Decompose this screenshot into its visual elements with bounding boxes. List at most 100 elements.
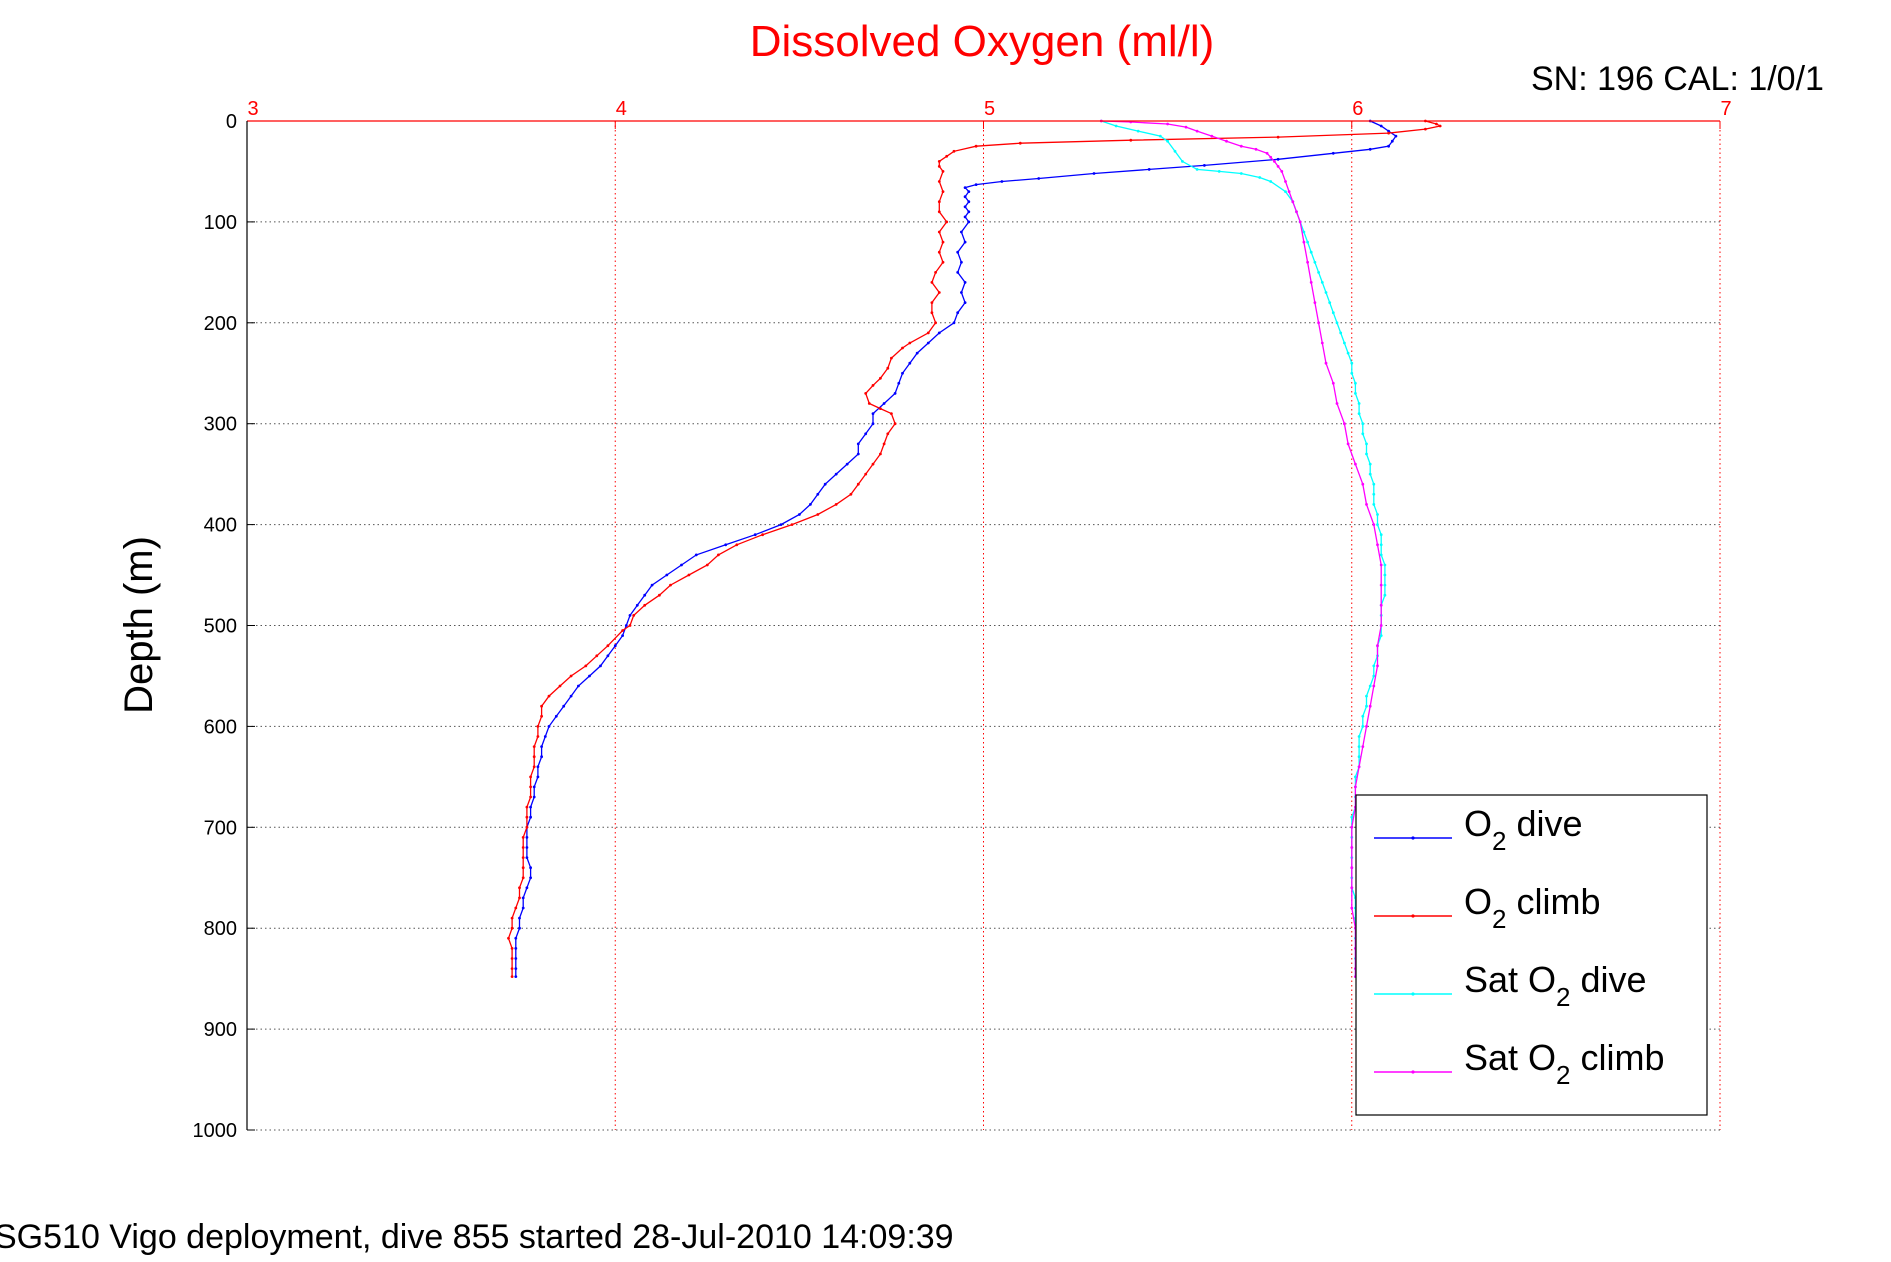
data-point	[525, 825, 529, 829]
data-point	[1114, 124, 1118, 128]
data-point	[687, 573, 691, 577]
data-point	[1254, 147, 1258, 151]
data-point	[621, 629, 624, 632]
data-point	[569, 674, 573, 678]
data-point	[510, 975, 514, 978]
data-point	[525, 856, 529, 859]
data-point	[1166, 139, 1169, 143]
data-point	[529, 876, 532, 880]
data-point	[1195, 129, 1199, 133]
data-point	[1350, 361, 1354, 365]
data-point	[532, 765, 536, 769]
data-point	[680, 563, 683, 567]
data-point	[650, 583, 654, 587]
data-point	[952, 321, 956, 325]
data-point	[937, 250, 941, 254]
data-point	[1365, 442, 1368, 446]
data-point	[588, 674, 591, 678]
legend-label-main: Sat O	[1464, 1037, 1556, 1078]
x-tick-label: 3	[247, 98, 258, 120]
data-point	[1387, 144, 1390, 148]
data-point	[1372, 482, 1376, 486]
data-point	[941, 260, 945, 264]
data-point	[1379, 563, 1383, 567]
data-point	[1354, 462, 1357, 466]
data-point	[1368, 684, 1372, 688]
data-point	[1309, 281, 1313, 284]
data-point	[937, 291, 941, 294]
data-point	[1343, 422, 1346, 426]
data-point	[1379, 124, 1383, 128]
data-point	[1372, 664, 1376, 668]
data-point	[937, 180, 941, 183]
data-point	[893, 392, 897, 395]
data-point	[577, 684, 580, 688]
data-point	[595, 654, 599, 658]
data-point	[529, 775, 532, 779]
data-point	[543, 735, 547, 738]
data-point	[890, 412, 893, 415]
data-point	[1306, 240, 1309, 244]
data-point	[871, 462, 875, 466]
data-point	[1387, 131, 1390, 135]
data-point	[864, 472, 868, 476]
data-point	[521, 856, 525, 859]
data-point	[518, 926, 521, 930]
data-point	[1350, 371, 1354, 375]
data-point	[540, 704, 543, 708]
data-point	[1376, 543, 1379, 547]
data-point	[753, 533, 757, 537]
legend-label-main: O	[1464, 803, 1492, 844]
data-point	[1357, 412, 1361, 415]
data-point	[1291, 200, 1295, 204]
data-point	[1306, 260, 1309, 264]
y-tick-label: 200	[204, 313, 237, 335]
data-point	[1350, 886, 1354, 890]
legend-label: O2 dive	[1464, 803, 1583, 856]
data-point	[1357, 755, 1361, 759]
data-point	[849, 492, 853, 496]
data-point	[779, 523, 783, 526]
data-point	[856, 452, 860, 456]
data-point	[554, 714, 558, 718]
data-point	[724, 543, 728, 547]
data-point	[518, 896, 521, 900]
data-point	[1269, 180, 1273, 183]
data-point	[521, 876, 525, 880]
data-point	[665, 573, 669, 577]
data-point	[584, 664, 588, 668]
y-tick-label: 1000	[193, 1120, 238, 1142]
legend-marker	[1411, 1070, 1415, 1074]
data-point	[790, 523, 794, 526]
data-point	[1354, 392, 1357, 395]
data-point	[1361, 745, 1365, 748]
data-point	[823, 482, 827, 486]
data-point	[525, 836, 529, 839]
data-point	[960, 291, 963, 294]
data-point	[521, 836, 525, 839]
data-point	[1320, 281, 1324, 284]
data-point	[926, 341, 930, 345]
data-point	[893, 422, 897, 426]
data-point	[864, 392, 868, 395]
data-point	[1317, 321, 1320, 325]
data-point	[834, 472, 838, 476]
y-tick-label: 900	[204, 1019, 237, 1041]
data-point	[717, 553, 720, 557]
data-point	[569, 694, 573, 698]
data-point	[1361, 482, 1365, 486]
data-point	[514, 947, 518, 950]
data-point	[529, 866, 532, 870]
data-point	[514, 957, 518, 960]
data-point	[1372, 492, 1376, 496]
data-point	[937, 210, 941, 214]
data-point	[632, 614, 636, 617]
data-point	[941, 190, 945, 194]
legend-item-sat-o2-climb: Sat O2 climb	[1374, 1037, 1665, 1090]
data-point	[845, 462, 849, 466]
data-point	[1317, 271, 1320, 274]
data-point	[1320, 341, 1324, 345]
data-point	[540, 714, 543, 718]
data-point	[643, 603, 647, 607]
data-point	[1350, 866, 1354, 870]
